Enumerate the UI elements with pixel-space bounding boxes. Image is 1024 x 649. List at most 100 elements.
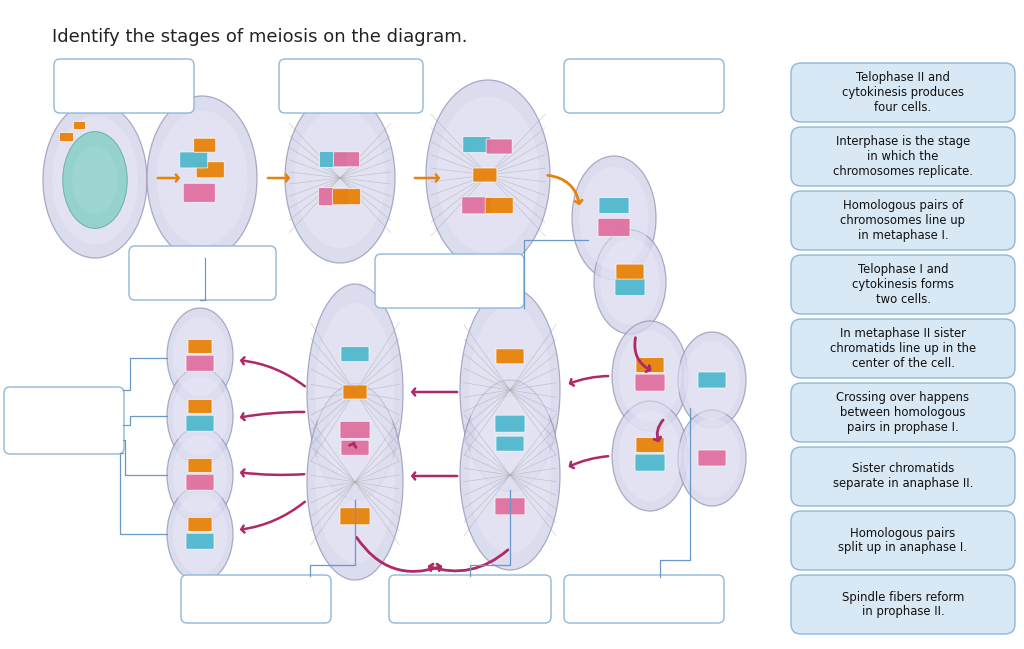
Ellipse shape xyxy=(612,401,688,511)
FancyBboxPatch shape xyxy=(564,59,724,113)
FancyBboxPatch shape xyxy=(341,440,369,455)
FancyBboxPatch shape xyxy=(463,136,490,153)
FancyBboxPatch shape xyxy=(791,383,1015,442)
FancyBboxPatch shape xyxy=(186,533,214,549)
FancyBboxPatch shape xyxy=(791,575,1015,634)
Ellipse shape xyxy=(469,306,551,474)
Ellipse shape xyxy=(307,384,403,580)
FancyBboxPatch shape xyxy=(129,246,276,300)
Ellipse shape xyxy=(173,376,227,456)
Ellipse shape xyxy=(173,495,227,574)
Text: Homologous pairs of
chromosomes line up
in metaphase I.: Homologous pairs of chromosomes line up … xyxy=(841,199,966,242)
FancyBboxPatch shape xyxy=(564,575,724,623)
Ellipse shape xyxy=(52,116,138,245)
FancyBboxPatch shape xyxy=(698,372,726,388)
FancyBboxPatch shape xyxy=(495,415,525,432)
Ellipse shape xyxy=(618,411,681,502)
FancyBboxPatch shape xyxy=(791,511,1015,570)
FancyBboxPatch shape xyxy=(59,132,74,141)
Ellipse shape xyxy=(580,167,648,269)
FancyBboxPatch shape xyxy=(186,415,214,431)
FancyBboxPatch shape xyxy=(496,436,524,451)
Ellipse shape xyxy=(167,308,233,404)
FancyBboxPatch shape xyxy=(635,374,665,391)
FancyBboxPatch shape xyxy=(791,191,1015,250)
Ellipse shape xyxy=(43,102,147,258)
Text: Crossing over happens
between homologous
pairs in prophase I.: Crossing over happens between homologous… xyxy=(837,391,970,434)
Ellipse shape xyxy=(684,419,740,498)
FancyBboxPatch shape xyxy=(54,59,194,113)
FancyBboxPatch shape xyxy=(180,152,208,168)
Ellipse shape xyxy=(618,330,681,421)
FancyBboxPatch shape xyxy=(188,399,212,413)
FancyBboxPatch shape xyxy=(188,458,212,472)
FancyBboxPatch shape xyxy=(615,278,645,296)
FancyBboxPatch shape xyxy=(635,454,665,471)
FancyBboxPatch shape xyxy=(389,575,551,623)
Ellipse shape xyxy=(73,146,118,214)
FancyBboxPatch shape xyxy=(279,59,423,113)
Text: Telophase I and
cytokinesis forms
two cells.: Telophase I and cytokinesis forms two ce… xyxy=(852,263,954,306)
FancyBboxPatch shape xyxy=(188,339,212,354)
Ellipse shape xyxy=(469,397,551,554)
FancyBboxPatch shape xyxy=(343,385,367,399)
FancyBboxPatch shape xyxy=(473,168,497,182)
FancyBboxPatch shape xyxy=(791,63,1015,122)
FancyBboxPatch shape xyxy=(375,254,524,308)
FancyBboxPatch shape xyxy=(636,358,664,373)
FancyBboxPatch shape xyxy=(791,127,1015,186)
Text: Interphase is the stage
in which the
chromosomes replicate.: Interphase is the stage in which the chr… xyxy=(833,135,973,178)
FancyBboxPatch shape xyxy=(334,152,359,167)
Ellipse shape xyxy=(167,486,233,582)
Ellipse shape xyxy=(315,303,394,481)
Text: Spindle fibers reform
in prophase II.: Spindle fibers reform in prophase II. xyxy=(842,591,965,618)
Ellipse shape xyxy=(684,340,740,420)
FancyBboxPatch shape xyxy=(791,447,1015,506)
Text: Homologous pairs
split up in anaphase I.: Homologous pairs split up in anaphase I. xyxy=(839,526,968,554)
FancyBboxPatch shape xyxy=(462,197,492,214)
FancyBboxPatch shape xyxy=(496,349,524,364)
FancyBboxPatch shape xyxy=(194,138,216,153)
Ellipse shape xyxy=(315,401,394,563)
FancyBboxPatch shape xyxy=(188,517,212,532)
Ellipse shape xyxy=(62,132,127,228)
Ellipse shape xyxy=(460,288,560,492)
FancyBboxPatch shape xyxy=(636,437,664,452)
Ellipse shape xyxy=(572,156,656,280)
FancyBboxPatch shape xyxy=(616,264,644,279)
Ellipse shape xyxy=(307,284,403,500)
FancyBboxPatch shape xyxy=(791,255,1015,314)
Ellipse shape xyxy=(295,108,385,248)
FancyBboxPatch shape xyxy=(698,450,726,466)
Ellipse shape xyxy=(594,230,666,334)
FancyBboxPatch shape xyxy=(74,121,85,129)
FancyBboxPatch shape xyxy=(183,183,215,202)
FancyBboxPatch shape xyxy=(197,162,224,178)
FancyBboxPatch shape xyxy=(319,151,347,167)
Text: Identify the stages of meiosis on the diagram.: Identify the stages of meiosis on the di… xyxy=(52,28,468,46)
Ellipse shape xyxy=(437,97,540,253)
Ellipse shape xyxy=(147,96,257,260)
Ellipse shape xyxy=(426,80,550,270)
FancyBboxPatch shape xyxy=(495,498,525,515)
FancyBboxPatch shape xyxy=(186,355,214,371)
Text: Sister chromatids
separate in anaphase II.: Sister chromatids separate in anaphase I… xyxy=(833,463,973,491)
Ellipse shape xyxy=(173,317,227,396)
FancyBboxPatch shape xyxy=(598,218,630,236)
FancyBboxPatch shape xyxy=(341,347,369,361)
FancyBboxPatch shape xyxy=(486,139,512,154)
Ellipse shape xyxy=(600,239,659,325)
FancyBboxPatch shape xyxy=(181,575,331,623)
Ellipse shape xyxy=(612,321,688,431)
FancyBboxPatch shape xyxy=(4,387,124,454)
FancyBboxPatch shape xyxy=(186,474,214,490)
FancyBboxPatch shape xyxy=(318,188,348,206)
Text: In metaphase II sister
chromatids line up in the
center of the cell.: In metaphase II sister chromatids line u… xyxy=(829,327,976,370)
FancyBboxPatch shape xyxy=(340,421,370,438)
Ellipse shape xyxy=(173,435,227,515)
Ellipse shape xyxy=(167,368,233,464)
FancyBboxPatch shape xyxy=(791,319,1015,378)
FancyBboxPatch shape xyxy=(333,189,360,204)
FancyBboxPatch shape xyxy=(340,508,370,525)
Ellipse shape xyxy=(285,93,395,263)
